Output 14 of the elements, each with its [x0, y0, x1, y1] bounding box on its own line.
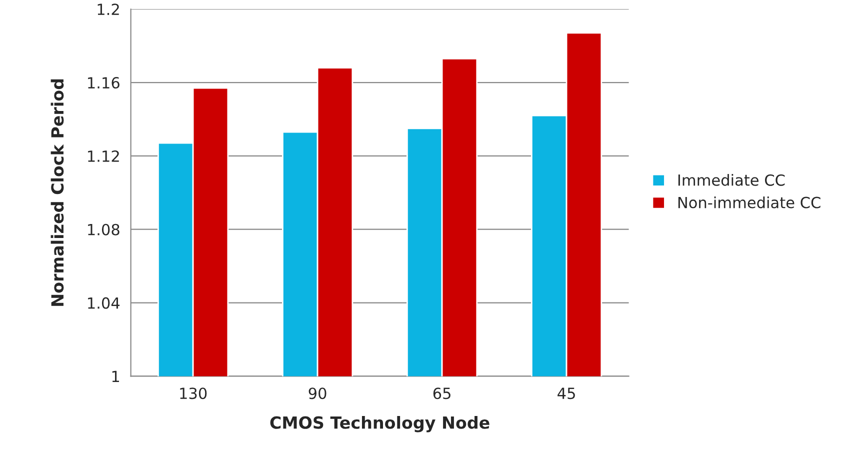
y-tick-label: 1.04 [88, 297, 120, 309]
y-tick-label: 1.08 [88, 224, 120, 236]
x-tick-label: 65 [433, 388, 450, 400]
y-axis-title: Normalized Clock Period [50, 79, 64, 306]
y-tick-label: 1 [112, 370, 119, 382]
x-axis-title: CMOS Technology Node [270, 416, 490, 432]
y-tick-label: 1.16 [88, 77, 120, 89]
x-tick-label: 130 [180, 388, 207, 400]
y-tick-label: 1.2 [98, 4, 119, 15]
legend-label: Non-immediate CC [678, 196, 820, 208]
y-tick-label: 1.12 [88, 150, 119, 162]
legend-label: Immediate CC [678, 174, 785, 186]
x-tick-label: 90 [308, 388, 326, 400]
x-tick-label: 45 [558, 388, 575, 400]
